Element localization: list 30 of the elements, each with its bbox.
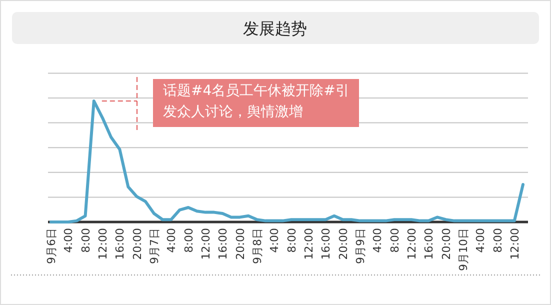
annotation: 话题#4名员工午休被开除#引发众人讨论，舆情激增 xyxy=(153,79,359,127)
x-tick-label: 8:00 xyxy=(182,228,196,253)
x-tick-label: 12:00 xyxy=(199,228,212,260)
x-tick-label: 12:00 xyxy=(508,228,522,260)
x-tick-label: 16:00 xyxy=(422,228,436,260)
x-tick-label: 4:00 xyxy=(474,228,488,253)
x-tick-label: 20:00 xyxy=(440,228,453,260)
x-tick-label: 16:00 xyxy=(114,228,127,260)
x-tick-label: 8:00 xyxy=(79,228,92,253)
x-tick-label: 9月10日 xyxy=(456,228,470,271)
x-tick-label: 4:00 xyxy=(268,228,282,253)
x-tick-label: 8:00 xyxy=(388,228,402,253)
chart-title: 发展趋势 xyxy=(243,19,307,38)
x-tick-label: 20:00 xyxy=(130,228,144,260)
x-tick-label: 20:00 xyxy=(336,228,350,260)
x-tick-label: 8:00 xyxy=(491,228,504,253)
x-tick-label: 20:00 xyxy=(234,228,247,260)
x-tick-label: 16:00 xyxy=(320,228,333,260)
x-tick-label: 4:00 xyxy=(371,228,384,253)
x-tick-label: 16:00 xyxy=(216,228,230,260)
x-tick-label: 9月6日 xyxy=(45,228,58,264)
x-tick-label: 12:00 xyxy=(302,228,316,260)
x-tick-label: 4:00 xyxy=(165,228,178,253)
x-tick-label: 9月9日 xyxy=(354,228,367,264)
x-tick-label: 9月8日 xyxy=(250,228,264,264)
x-tick-label: 12:00 xyxy=(405,228,418,260)
x-tick-label: 8:00 xyxy=(285,228,298,253)
x-tick-label: 9月7日 xyxy=(148,228,161,264)
x-tick-label: 4:00 xyxy=(62,228,76,253)
x-tick-label: 12:00 xyxy=(96,228,110,260)
